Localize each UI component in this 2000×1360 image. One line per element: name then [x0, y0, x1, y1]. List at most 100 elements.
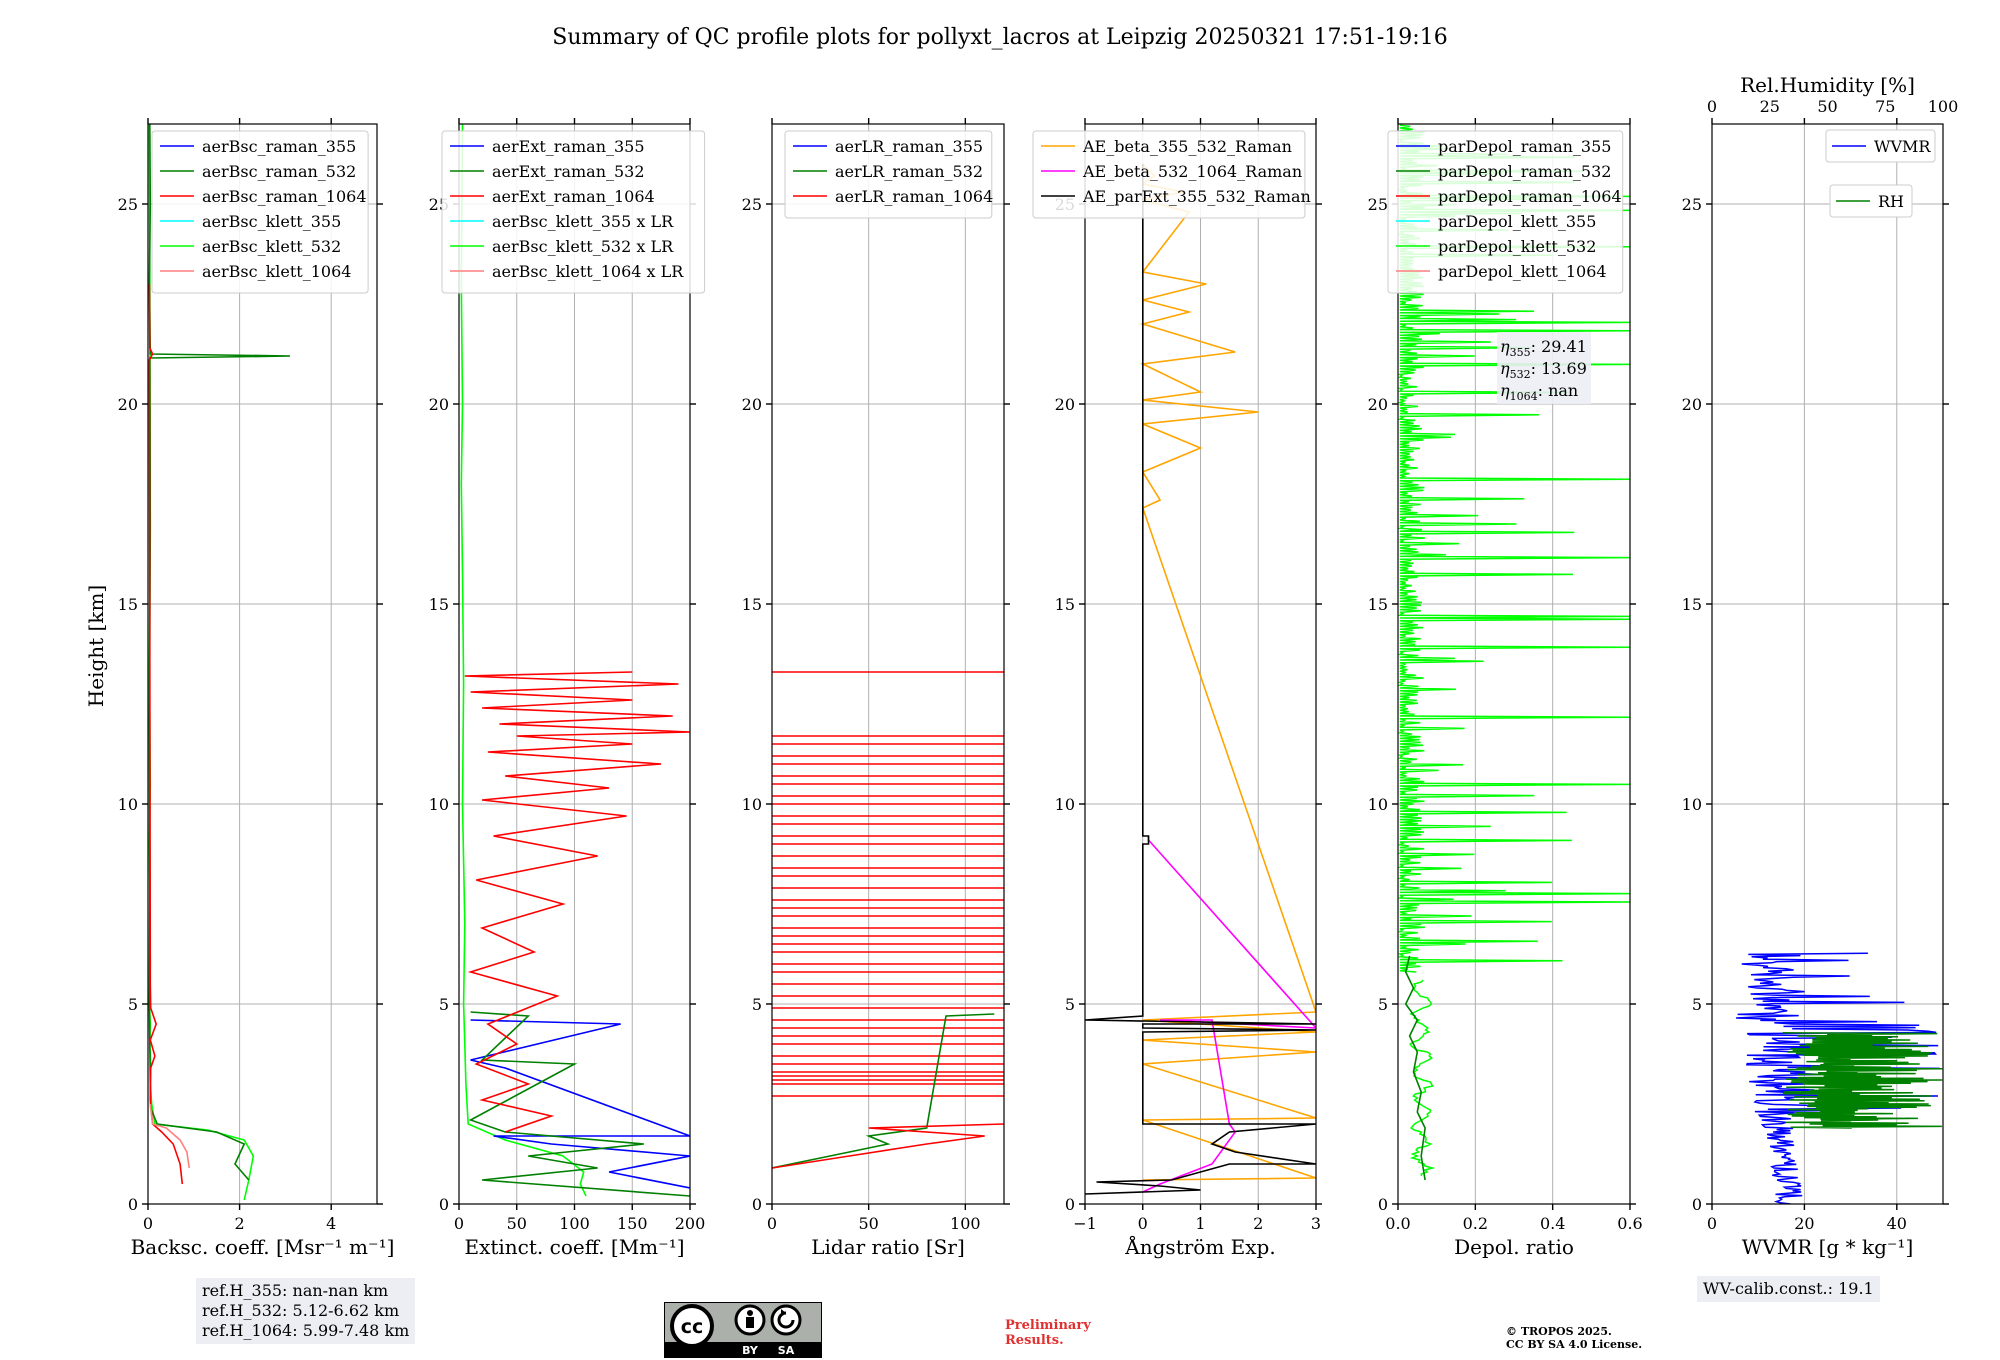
legend-label: aerBsc_raman_355 — [202, 137, 356, 156]
eta-line: η355: 29.41 — [1500, 337, 1587, 359]
license-by-label: BY — [742, 1344, 759, 1357]
y-tick-label: 5 — [1692, 995, 1702, 1014]
legend-rh: RH — [1829, 184, 1913, 218]
cc-by-sa-badge-icon: cc BY SA — [664, 1302, 822, 1358]
y-tick-label: 0 — [752, 1195, 762, 1214]
y-tick-label: 20 — [118, 395, 138, 414]
x-tick-label: 0 — [143, 1214, 153, 1233]
legend-label: parDepol_klett_532 — [1438, 237, 1596, 256]
y-tick-label: 15 — [1368, 595, 1388, 614]
y-tick-label: 20 — [1368, 395, 1388, 414]
legend-box — [441, 130, 706, 294]
eta-line: η532: 13.69 — [1500, 359, 1587, 381]
x-axis-label: Ångström Exp. — [1124, 1234, 1275, 1259]
ref-height-355: ref.H_355: nan-nan km — [202, 1281, 389, 1300]
legend-box — [784, 130, 993, 219]
series-parDepol_raman_532 — [1404, 955, 1426, 1181]
legend-label: aerLR_raman_1064 — [835, 187, 993, 206]
x-tick-label: 2 — [1253, 1214, 1263, 1233]
figure-title: Summary of QC profile plots for pollyxt_… — [552, 25, 1447, 50]
legend-label: aerExt_raman_355 — [492, 137, 645, 156]
top-tick-label: 100 — [1928, 97, 1959, 116]
panel-wv: 0 20 40 0 5 10 15 20 25 WVMR [g * kg⁻¹] 0 25 50 75 100… — [1682, 73, 1959, 1259]
y-tick-label: 0 — [1378, 1195, 1388, 1214]
top-tick-label: 75 — [1875, 97, 1895, 116]
x-tick-label: 150 — [617, 1214, 648, 1233]
legend-box — [1387, 130, 1624, 294]
y-tick-label: 5 — [752, 995, 762, 1014]
preliminary-line: Results. — [1005, 1333, 1064, 1348]
legend-label: aerBsc_raman_1064 — [202, 187, 367, 206]
axes-frame — [1711, 123, 1944, 1205]
x-axis-label: Backsc. coeff. [Msr⁻¹ m⁻¹] — [131, 1235, 395, 1259]
legend-label: parDepol_klett_355 — [1438, 212, 1596, 231]
y-tick-label: 20 — [1055, 395, 1075, 414]
y-tick-label: 25 — [1368, 195, 1388, 214]
x-tick-label: 0.2 — [1463, 1214, 1488, 1233]
wv-calib-const: WV-calib.const.: 19.1 — [1703, 1279, 1874, 1298]
legend-ext: aerExt_raman_355 aerExt_raman_532 aerExt_r… — [441, 130, 706, 294]
x-tick-label: 1 — [1195, 1214, 1205, 1233]
top-tick-label: 0 — [1707, 97, 1717, 116]
x-tick-label: 40 — [1887, 1214, 1907, 1233]
copyright-line: CC BY SA 4.0 License. — [1506, 1338, 1643, 1351]
eta-subscript: 532 — [1510, 368, 1531, 381]
series-aerLR_raman_532 — [772, 1013, 995, 1169]
y-tick-label: 15 — [742, 595, 762, 614]
x-tick-label: 50 — [507, 1214, 527, 1233]
x-tick-label: 50 — [858, 1214, 878, 1233]
ref-height-1064: ref.H_1064: 5.99-7.48 km — [202, 1321, 410, 1340]
series-aerLR_raman_1064 — [772, 1123, 1004, 1169]
x-tick-label: 0 — [454, 1214, 464, 1233]
legend-label: AE_beta_355_532_Raman — [1082, 137, 1292, 156]
eta-subscript: 1064 — [1510, 390, 1538, 403]
legend-label: aerBsc_klett_532 x LR — [492, 237, 674, 256]
legend-ae: AE_beta_355_532_Raman AE_beta_532_1064_Ra… — [1032, 130, 1311, 219]
y-tick-label: 10 — [429, 795, 449, 814]
annotation-box — [1497, 332, 1591, 404]
y-tick-label: 20 — [1682, 395, 1702, 414]
x-tick-label: 0 — [1707, 1214, 1717, 1233]
axes-frame — [771, 123, 1005, 1205]
axes-frame — [1397, 123, 1631, 1205]
x-axis-label: Extinct. coeff. [Mm⁻¹] — [464, 1235, 684, 1259]
legend-box — [1829, 184, 1913, 218]
x-axis-label: Lidar ratio [Sr] — [811, 1235, 965, 1259]
y-tick-label: 0 — [439, 1195, 449, 1214]
x-tick-label: 100 — [559, 1214, 590, 1233]
y-tick-label: 15 — [118, 595, 138, 614]
ref-height-532: ref.H_532: 5.12-6.62 km — [202, 1301, 400, 1320]
legend-label: AE_parExt_355_532_Raman — [1082, 187, 1311, 206]
legend-label: parDepol_raman_355 — [1438, 137, 1611, 156]
legend-label: aerBsc_klett_355 — [202, 212, 341, 231]
x-tick-label: 100 — [950, 1214, 981, 1233]
y-tick-label: 10 — [742, 795, 762, 814]
y-tick-label: 10 — [1055, 795, 1075, 814]
legend-depol: parDepol_raman_355 parDepol_raman_532 parD… — [1387, 130, 1624, 294]
y-tick-label: 25 — [118, 195, 138, 214]
y-tick-label: 15 — [1682, 595, 1702, 614]
eta-subscript: 355 — [1510, 346, 1531, 359]
x-tick-label: 0 — [1138, 1214, 1148, 1233]
legend-label: aerBsc_klett_1064 — [202, 262, 351, 281]
wv-calibration-box: WV-calib.const.: 19.1 — [1697, 1276, 1880, 1302]
legend-wvmr: WVMR — [1825, 129, 1936, 163]
y-tick-label: 5 — [439, 995, 449, 1014]
y-tick-label: 10 — [1368, 795, 1388, 814]
y-tick-label: 25 — [1682, 195, 1702, 214]
series-aerExt_raman_1064 — [464, 671, 690, 1133]
eta-line: η1064: nan — [1500, 381, 1578, 403]
legend-label: aerLR_raman_532 — [835, 162, 983, 181]
plot-area — [1736, 952, 1943, 1204]
legend-label: aerBsc_klett_355 x LR — [492, 212, 674, 231]
plot-area — [148, 124, 291, 1201]
copyright-line: © TROPOS 2025. — [1506, 1325, 1612, 1338]
legend-box — [1825, 129, 1936, 163]
y-tick-label: 20 — [742, 395, 762, 414]
legend-label: WVMR — [1874, 137, 1931, 156]
eta-symbol: η — [1500, 359, 1510, 378]
series-AE_parExt_355_532_Raman — [1085, 164, 1316, 1195]
top-axis-label: Rel.Humidity [%] — [1740, 73, 1915, 97]
